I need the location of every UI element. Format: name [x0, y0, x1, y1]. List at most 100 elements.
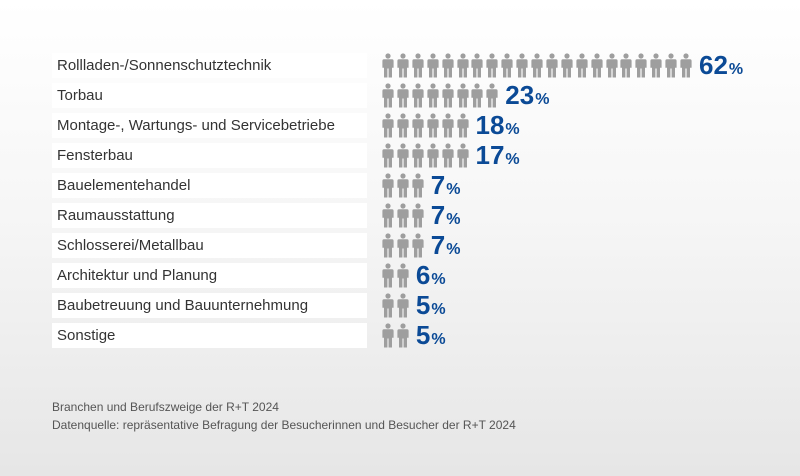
chart-caption: Branchen und Berufszweige der R+T 2024 D… — [52, 398, 516, 434]
chart-row: Sonstige 5% — [52, 320, 772, 350]
value-number: 7 — [430, 170, 446, 200]
person-icon — [576, 53, 588, 78]
value-number: 7 — [430, 200, 446, 230]
chart-row: Rollladen-/Sonnenschutztechnik 62% — [52, 50, 772, 80]
category-label: Architektur und Planung — [52, 263, 367, 288]
person-icon — [427, 143, 439, 168]
person-icon — [412, 113, 424, 138]
person-icon — [397, 173, 409, 198]
person-icon — [397, 83, 409, 108]
person-icon — [427, 53, 439, 78]
person-icon — [382, 203, 394, 228]
value-unit: % — [431, 331, 446, 348]
person-icon — [635, 53, 647, 78]
category-label: Rollladen-/Sonnenschutztechnik — [52, 53, 367, 78]
value-label: 5% — [416, 320, 446, 350]
person-icon — [397, 293, 409, 318]
value-label: 18% — [476, 110, 520, 140]
person-icon — [456, 143, 469, 168]
person-icon — [680, 53, 692, 78]
value-number: 17 — [475, 140, 505, 170]
person-icon — [501, 53, 513, 78]
value-number: 6 — [415, 260, 431, 290]
person-icon — [546, 53, 558, 78]
person-icon — [382, 143, 394, 168]
value-number: 18 — [475, 110, 505, 140]
person-icon — [456, 83, 469, 108]
person-icon — [590, 53, 603, 78]
person-icon — [412, 203, 424, 228]
person-icon — [382, 323, 394, 348]
person-icon — [561, 53, 573, 78]
person-icon — [412, 173, 424, 198]
person-icon — [441, 113, 454, 138]
value-label: 6% — [416, 260, 446, 290]
value-label: 7% — [431, 230, 461, 260]
caption-title: Branchen und Berufszweige der R+T 2024 — [52, 400, 279, 414]
value-unit: % — [728, 61, 744, 78]
category-label: Raumausstattung — [52, 203, 367, 228]
value-label: 5% — [416, 290, 446, 320]
chart-row: Schlosserei/Metallbau 7% — [52, 230, 772, 260]
person-icon — [412, 143, 424, 168]
person-icon — [427, 83, 439, 108]
category-label: Schlosserei/Metallbau — [52, 233, 367, 258]
category-label: Montage-, Wartungs- und Servicebetriebe — [52, 113, 367, 138]
value-unit: % — [446, 241, 461, 258]
value-number: 62 — [699, 50, 728, 80]
person-icon — [456, 113, 469, 138]
person-icon — [665, 53, 677, 78]
person-icon — [620, 53, 632, 78]
value-unit: % — [446, 211, 461, 228]
chart-row: Baubetreuung und Bauunternehmung 5% — [52, 290, 772, 320]
chart-row: Bauelementehandel 7% — [52, 170, 772, 200]
category-label: Torbau — [52, 83, 367, 108]
person-icon — [441, 143, 454, 168]
value-label: 7% — [431, 170, 461, 200]
caption-source: Datenquelle: repräsentative Befragung de… — [52, 418, 516, 432]
value-number: 7 — [430, 230, 446, 260]
person-icon — [397, 323, 409, 348]
category-label: Bauelementehandel — [52, 173, 367, 198]
value-label: 17% — [476, 140, 520, 170]
person-icon — [382, 263, 394, 288]
person-icon — [397, 203, 409, 228]
person-icon — [397, 263, 409, 288]
person-icon — [486, 83, 498, 108]
person-icon — [382, 83, 394, 108]
chart-row: Torbau 23% — [52, 80, 772, 110]
value-label: 62% — [699, 50, 743, 80]
person-icon — [382, 173, 394, 198]
value-unit: % — [505, 121, 520, 138]
category-label: Baubetreuung und Bauunternehmung — [52, 293, 367, 318]
person-icon — [486, 53, 498, 78]
person-icon — [382, 53, 394, 78]
person-icon — [382, 113, 394, 138]
person-icon — [412, 233, 424, 258]
value-number: 5 — [415, 290, 431, 320]
value-number: 5 — [415, 320, 431, 350]
category-label: Fensterbau — [52, 143, 367, 168]
value-unit: % — [431, 271, 446, 288]
category-label: Sonstige — [52, 323, 367, 348]
value-unit: % — [535, 91, 550, 108]
chart-row: Fensterbau 17% — [52, 140, 772, 170]
value-unit: % — [446, 181, 461, 198]
person-icon — [427, 113, 439, 138]
person-icon — [397, 53, 409, 78]
chart-row: Montage-, Wartungs- und Servicebetriebe 1… — [52, 110, 772, 140]
person-icon — [412, 83, 424, 108]
value-label: 23% — [505, 80, 549, 110]
person-icon — [471, 83, 483, 108]
person-icon — [456, 53, 469, 78]
chart-row: Architektur und Planung 6% — [52, 260, 772, 290]
pictogram-chart: Rollladen-/Sonnenschutztechnik 62% Torbau 2… — [52, 50, 772, 350]
person-icon — [382, 233, 394, 258]
person-icon — [397, 143, 409, 168]
value-label: 7% — [431, 200, 461, 230]
person-icon — [412, 53, 424, 78]
person-icon — [531, 53, 543, 78]
value-unit: % — [431, 301, 446, 318]
person-icon — [516, 53, 528, 78]
person-icon — [650, 53, 662, 78]
